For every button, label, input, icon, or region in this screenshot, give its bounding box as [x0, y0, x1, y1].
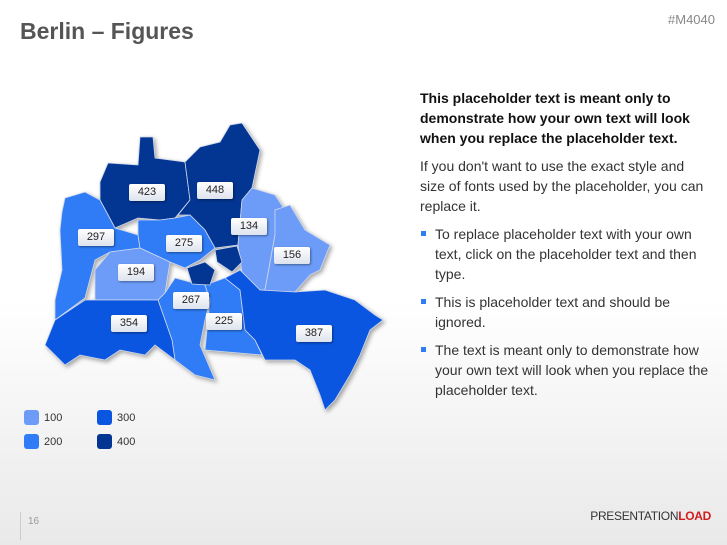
district-central-b[interactable]	[214, 245, 243, 273]
legend-label: 100	[44, 411, 63, 424]
legend-item-100: 100	[24, 410, 62, 425]
district-297[interactable]	[54, 191, 141, 321]
value-label: 194	[118, 264, 154, 281]
value-label: 275	[166, 235, 202, 252]
value-label: 297	[78, 229, 114, 246]
value-label: 267	[173, 292, 209, 309]
value-label: 225	[206, 313, 242, 330]
legend-item-200: 200	[24, 434, 62, 449]
text-paragraph: If you don't want to use the exact style…	[420, 158, 704, 214]
value-label: 156	[274, 247, 310, 264]
legend-swatch	[24, 410, 39, 425]
footer-divider	[20, 512, 21, 540]
bullet-list: To replace placeholder text with your ow…	[420, 224, 710, 400]
text-heading: This placeholder text is meant only to d…	[420, 90, 690, 146]
legend-label: 400	[117, 435, 136, 448]
value-label: 448	[197, 182, 233, 199]
legend-swatch	[97, 410, 112, 425]
text-placeholder[interactable]: This placeholder text is meant only to d…	[420, 88, 710, 408]
legend-swatch	[97, 434, 112, 449]
bullet-item: To replace placeholder text with your ow…	[420, 224, 710, 284]
page-title: Berlin – Figures	[20, 18, 194, 44]
page-number: 16	[28, 516, 40, 527]
value-label: 423	[129, 184, 165, 201]
logo-text: PRESENTATION	[590, 509, 679, 523]
presentationload-logo: PRESENTATIONLOAD	[590, 509, 711, 523]
value-label: 134	[231, 218, 267, 235]
legend-label: 300	[117, 411, 136, 424]
slide-code: #M4040	[668, 12, 715, 27]
district-423[interactable]	[99, 136, 191, 229]
district-central-a[interactable]	[186, 261, 216, 286]
bullet-item: This is placeholder text and should be i…	[420, 292, 710, 332]
logo-text-accent: LOAD	[678, 509, 711, 523]
value-label: 354	[111, 315, 147, 332]
legend-swatch	[24, 434, 39, 449]
legend-item-300: 300	[97, 410, 135, 425]
value-label: 387	[296, 325, 332, 342]
legend-label: 200	[44, 435, 63, 448]
bullet-item: The text is meant only to demonstrate ho…	[420, 340, 710, 400]
legend-item-400: 400	[97, 434, 135, 449]
